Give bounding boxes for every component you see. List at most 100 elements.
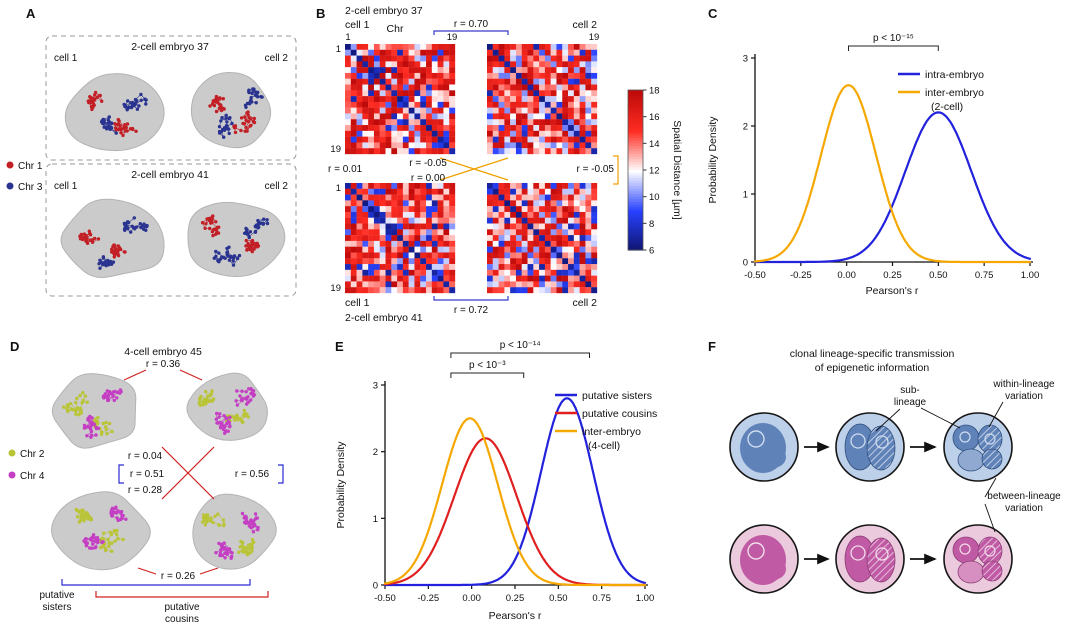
d-r-right: r = 0.56 [235,469,270,480]
d-cousins-label-2: cousins [165,614,199,623]
b-cell1-top-label: cell 1 [345,19,370,31]
embryo-renders-2cell [60,72,286,278]
svg-text:1.00: 1.00 [636,593,655,604]
c-legend-label-intra: intra-embryo [925,69,984,81]
lineage-cell-pink-stage1 [729,524,799,594]
svg-text:0.00: 0.00 [462,593,481,604]
embryo-37-title: 2-cell embryo 37 [131,41,209,53]
f-title-line2: of epigenetic information [815,362,930,374]
embryo-renders-4cell [51,372,277,571]
svg-text:-0.50: -0.50 [374,593,396,604]
d-top-connector-left [123,369,147,381]
d-top-connector-right [179,369,203,381]
b-bracket-right [613,155,619,185]
svg-text:6: 6 [649,246,654,257]
d-bracket-putative-sisters [61,579,251,586]
d-r-left-lower: r = 0.28 [128,485,163,496]
panel-e: E -0.50 -0.25 0.00 0.25 0.50 0.75 1.00 0 1 2 3 p < … [335,339,657,622]
panel-b: B 2-cell embryo 37 cell 1 Chr r = 0.70 c… [316,5,683,324]
svg-text:0: 0 [743,258,748,269]
b-bracket-bottom [433,296,509,301]
legend-label-chr1: Chr 1 [18,161,43,172]
legend-label-chr4: Chr 4 [20,471,45,482]
panel-a: A 2-cell embryo 37 cell 1 cell 2 2-cell … [6,6,297,297]
d-r-top: r = 0.36 [146,359,181,370]
colorbar: 18 16 14 12 10 8 6 [627,86,660,257]
f-within-label-2: variation [1005,391,1043,402]
legend-label-chr3: Chr 3 [18,182,43,193]
lineage-cell-pink-stage2 [835,524,905,594]
b-cell2-bottom-label: cell 2 [572,297,597,309]
panel-c: C -0.50 -0.25 0.00 0.25 0.50 0.75 1.00 0 1 2 3 p < … [707,6,1039,297]
b-coltick-19: 19 [447,32,458,43]
svg-text:18: 18 [649,86,660,97]
b-cell1-bottom-label: cell 1 [345,297,370,309]
f-between-connector-top [984,477,997,498]
d-r-bottom: r = 0.26 [161,571,196,582]
svg-text:1: 1 [373,514,378,525]
e-xlabel: Pearson's r [489,610,542,622]
b-cell2-top-label: cell 2 [572,19,597,31]
b-coltick-1: 1 [345,32,350,43]
f-sublineage-label-1: sub- [900,385,919,396]
c-legend-label-inter: inter-embryo [925,87,984,99]
svg-text:0.00: 0.00 [837,270,856,281]
d-bracket-left-sisters [118,464,124,484]
e-ylabel: Probability Density [335,441,347,529]
svg-text:2: 2 [373,447,378,458]
panel-a-box-2 [45,163,297,297]
b-r-top: r = 0.70 [454,19,489,30]
colorbar-label: Spatial Distance [µm] [671,120,683,220]
svg-text:p < 10⁻¹⁵: p < 10⁻¹⁵ [873,33,914,44]
legend-dot-chr2 [8,449,16,457]
d-sisters-label-2: sisters [43,602,72,613]
embryo-41-title: 2-cell embryo 41 [131,169,209,181]
c-legend-qualifier: (2-cell) [931,101,963,113]
b-title-bottom: 2-cell embryo 41 [345,312,423,324]
svg-text:0.25: 0.25 [506,593,525,604]
panel-f-label: F [708,339,716,354]
e-legend-label-cousins: putative cousins [582,408,657,420]
b-title-top: 2-cell embryo 37 [345,5,423,17]
svg-text:0.50: 0.50 [929,270,948,281]
b-cross-line-2 [439,157,509,181]
d-bottom-connector-left [137,567,157,575]
b-r-cross-lower: r = 0.00 [411,173,446,184]
d-cousins-label-1: putative [164,602,199,613]
lineage-cell-pink-stage3 [943,524,1013,594]
legend-dot-chr1 [6,161,14,169]
f-sublineage-label-2: lineage [894,397,927,408]
e-legend-qualifier: (4-cell) [588,440,620,452]
f-between-connector-bottom [984,503,996,533]
d-bottom-connector-right [199,567,219,575]
svg-text:p < 10⁻¹⁴: p < 10⁻¹⁴ [500,340,541,351]
b-r-bottom: r = 0.72 [454,305,489,316]
svg-text:2: 2 [743,122,748,133]
plot-e-area: -0.50 -0.25 0.00 0.25 0.50 0.75 1.00 0 1 2 3 p < 10… [373,340,655,604]
legend-label-chr2: Chr 2 [20,449,45,460]
embryo-41-cell1-label: cell 1 [54,181,78,192]
svg-text:10: 10 [649,192,660,203]
svg-text:3: 3 [743,54,748,65]
b-r-right: r = -0.05 [576,164,614,175]
b-r-left: r = 0.01 [328,164,363,175]
svg-text:0.75: 0.75 [592,593,611,604]
e-legend-label-inter: inter-embryo [582,426,641,438]
f-within-label-1: within-lineage [992,379,1055,390]
c-xlabel: Pearson's r [866,285,919,297]
b-rowtick-1-top: 1 [336,44,341,55]
svg-text:3: 3 [373,381,378,392]
panel-f: F clonal lineage-specific transmission o… [708,339,1061,594]
svg-text:14: 14 [649,139,660,150]
d-r-left-mid: r = 0.51 [130,469,165,480]
legend-dot-chr4 [8,471,16,479]
embryo-45-title: 4-cell embryo 45 [124,346,202,358]
f-within-connector [988,401,1004,428]
svg-text:p < 10⁻³: p < 10⁻³ [469,360,506,371]
panel-d: D 4-cell embryo 45 r = 0.36 Chr 2 Chr 4 … [8,339,284,623]
lineage-cell-blue-stage3 [943,412,1013,482]
embryo-41-cell2-label: cell 2 [265,181,289,192]
lineage-cells [729,412,1013,594]
svg-text:16: 16 [649,112,660,123]
